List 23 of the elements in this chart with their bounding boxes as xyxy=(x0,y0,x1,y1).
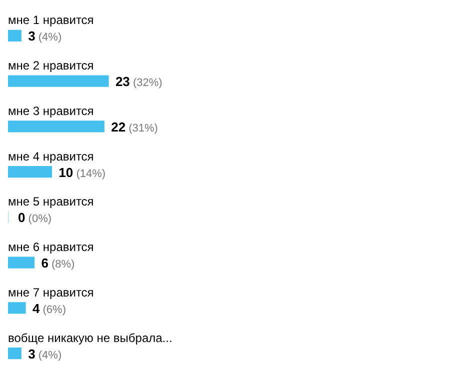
y-tick-label: мне 7 нравится xyxy=(8,285,94,300)
y-tick-label: мне 2 нравится xyxy=(8,58,94,73)
data-label: 23 (32%) xyxy=(115,74,162,90)
bar xyxy=(8,75,109,87)
y-tick-label: мне 5 нравится xyxy=(8,194,94,209)
y-tick-label: мне 1 нравится xyxy=(8,13,94,28)
y-tick-label: мне 4 нравится xyxy=(8,149,94,164)
data-label: 10 (14%) xyxy=(58,164,106,180)
data-label: 22 (31%) xyxy=(111,119,158,134)
bar xyxy=(8,166,52,178)
bar xyxy=(8,302,26,314)
data-label: 6 (8%) xyxy=(41,256,75,271)
y-tick-label: вобще никакую не выбрала... xyxy=(8,330,172,345)
y-tick-label: мне 3 нравится xyxy=(8,104,94,118)
data-label: 3 (4%) xyxy=(28,28,62,44)
bar xyxy=(8,347,22,360)
data-label: 4 (6%) xyxy=(32,300,66,316)
bar xyxy=(8,30,22,42)
bar xyxy=(8,256,35,268)
data-label: 0 (0%) xyxy=(18,210,52,226)
y-tick-label: мне 6 нравится xyxy=(8,240,94,254)
bar xyxy=(8,120,104,132)
data-label: 3 (4%) xyxy=(28,346,62,362)
